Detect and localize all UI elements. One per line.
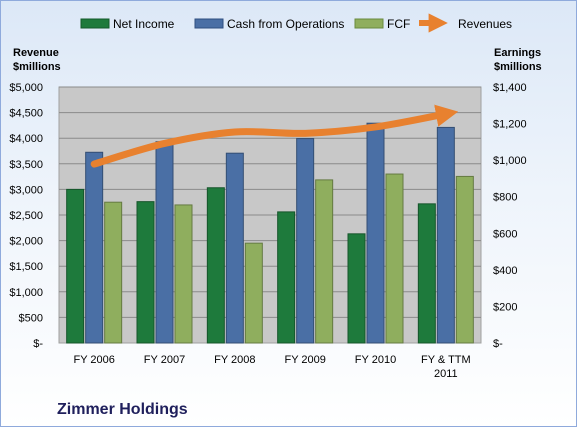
legend-label-net-income: Net Income xyxy=(113,17,175,31)
bar-net-income-fy-2007 xyxy=(136,201,155,344)
bar-fcf-fy-2006 xyxy=(104,201,123,344)
right-tick-label: $1,400 xyxy=(493,82,527,94)
bar-cash-from-operations-fy-2009 xyxy=(296,138,315,344)
bar-net-income-fy-2006 xyxy=(66,188,85,344)
category-label: FY & TTM 2011 xyxy=(421,354,471,380)
left-tick-label: $4,500 xyxy=(9,108,43,120)
category-label: FY 2008 xyxy=(214,354,255,366)
right-tick-label: $400 xyxy=(493,265,517,277)
category-label: FY 2007 xyxy=(144,354,185,366)
left-axis-ticks: $- $500 $1,000 $1,500 $2,000 $2,500 $3,000 $3,5… xyxy=(9,82,43,350)
bar-net-income-fy-2008 xyxy=(206,187,225,344)
left-tick-label: $2,500 xyxy=(9,210,43,222)
right-tick-label: $1,200 xyxy=(493,119,527,131)
right-tick-label: $- xyxy=(493,338,503,350)
right-tick-label: $1,000 xyxy=(493,155,527,167)
left-tick-label: $1,000 xyxy=(9,287,43,299)
left-tick-label: $4,000 xyxy=(9,133,43,145)
bars xyxy=(66,122,474,344)
bar-net-income-fy-ttm-2011 xyxy=(417,203,436,344)
left-tick-label: $3,500 xyxy=(9,159,43,171)
legend-label-revenues: Revenues xyxy=(458,17,512,31)
revenue-line-layer xyxy=(90,104,459,168)
bar-fcf-fy-2009 xyxy=(315,179,334,344)
right-axis-title-line-1: Earnings xyxy=(494,47,541,59)
bar-cash-from-operations-fy-2010 xyxy=(366,122,385,344)
bar-net-income-fy-2010 xyxy=(347,233,366,344)
gridlines xyxy=(59,86,481,318)
left-tick-label: $1,500 xyxy=(9,261,43,273)
bar-cash-from-operations-fy-2008 xyxy=(225,152,244,344)
bar-fcf-fy-ttm-2011 xyxy=(455,175,474,344)
left-tick-label: $- xyxy=(33,338,43,350)
bar-fcf-fy-2008 xyxy=(244,242,263,344)
right-tick-label: $600 xyxy=(493,228,517,240)
left-tick-label: $500 xyxy=(19,312,43,324)
left-tick-label: $3,000 xyxy=(9,184,43,196)
right-tick-label: $800 xyxy=(493,192,517,204)
bar-fcf-fy-2010 xyxy=(385,173,404,344)
company-name: Zimmer Holdings xyxy=(57,401,188,418)
legend: Net Income Cash from Operations FCF Reve… xyxy=(80,13,512,33)
right-tick-label: $200 xyxy=(493,301,517,313)
bar-net-income-fy-2009 xyxy=(277,211,296,344)
legend-label-cash-from-operations: Cash from Operations xyxy=(227,17,344,31)
category-label: FY 2006 xyxy=(73,354,114,366)
category-labels: FY 2006 FY 2007 FY 2008 FY 2009 FY 2010 FY & … xyxy=(73,354,470,380)
right-axis-ticks: $- $200 $400 $600 $800 $1,000 $1,200 $1,400 xyxy=(493,82,527,350)
legend-swatch-cash-from-operations xyxy=(194,18,224,29)
series-line-revenues xyxy=(90,104,459,168)
right-axis-title-line-2: $millions xyxy=(494,61,542,73)
left-tick-label: $2,000 xyxy=(9,236,43,248)
category-label: FY 2009 xyxy=(284,354,325,366)
bar-cash-from-operations-fy-2007 xyxy=(155,141,174,344)
left-axis-title-line-2: $millions xyxy=(13,61,61,73)
legend-swatch-fcf xyxy=(354,18,384,29)
left-tick-label: $5,000 xyxy=(9,82,43,94)
left-axis-title-line-1: Revenue xyxy=(13,47,59,59)
legend-label-fcf: FCF xyxy=(387,17,410,31)
category-label: FY 2010 xyxy=(355,354,396,366)
legend-swatch-net-income xyxy=(80,18,110,29)
bar-cash-from-operations-fy-ttm-2011 xyxy=(436,126,455,344)
bar-cash-from-operations-fy-2006 xyxy=(85,151,104,344)
bar-fcf-fy-2007 xyxy=(174,204,193,344)
